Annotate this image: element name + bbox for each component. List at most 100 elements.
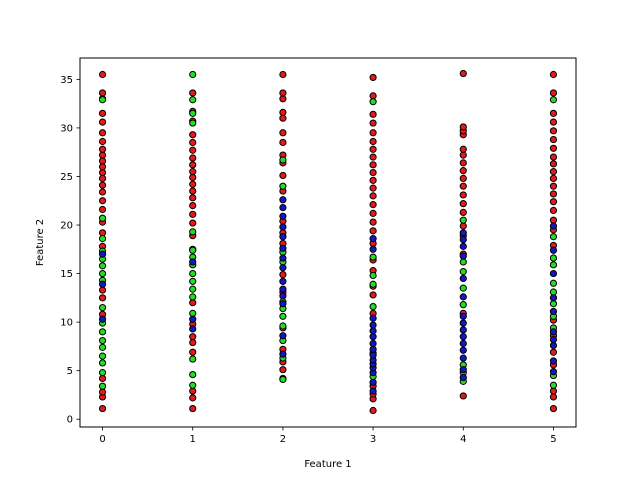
data-point xyxy=(549,118,558,126)
data-point xyxy=(459,159,467,167)
data-point xyxy=(459,182,467,190)
data-point xyxy=(369,92,377,100)
data-point xyxy=(369,321,377,329)
points-layer xyxy=(98,69,558,415)
data-point xyxy=(189,161,197,169)
data-point xyxy=(189,387,197,395)
data-point xyxy=(189,194,197,202)
data-point xyxy=(459,151,467,159)
data-point xyxy=(549,135,558,144)
y-axis: 0 5 10 15 20 25 30 35 xyxy=(60,75,80,426)
data-point xyxy=(98,303,107,312)
data-point xyxy=(459,174,467,183)
data-point xyxy=(549,300,558,308)
data-point xyxy=(549,269,558,278)
data-point xyxy=(189,258,197,266)
data-point xyxy=(98,328,107,336)
x-tick-label: 1 xyxy=(190,434,196,445)
data-point xyxy=(279,332,287,340)
data-point xyxy=(279,70,287,79)
y-tick-label: 25 xyxy=(60,172,73,183)
data-point xyxy=(98,96,107,104)
data-point xyxy=(369,271,377,280)
data-point xyxy=(549,160,558,168)
y-tick-label: 30 xyxy=(60,123,73,134)
data-point xyxy=(369,387,377,395)
data-point xyxy=(459,258,467,266)
data-point xyxy=(459,268,467,276)
data-point xyxy=(279,95,287,103)
data-point xyxy=(549,153,558,161)
data-point xyxy=(98,70,107,79)
data-point xyxy=(549,294,558,302)
data-point xyxy=(98,286,107,294)
data-point xyxy=(189,325,197,333)
data-point xyxy=(98,214,107,222)
data-point xyxy=(279,223,287,231)
data-point xyxy=(279,203,287,212)
data-point xyxy=(549,216,558,224)
data-point xyxy=(189,228,197,236)
data-point xyxy=(369,137,377,146)
data-point xyxy=(369,314,377,322)
data-point xyxy=(98,382,107,390)
data-point xyxy=(459,366,467,374)
data-point xyxy=(459,319,467,327)
data-point xyxy=(549,168,558,176)
x-tick-label: 0 xyxy=(99,434,105,445)
data-point xyxy=(98,359,107,367)
data-point xyxy=(98,145,107,153)
data-point xyxy=(279,196,287,204)
plot-frame xyxy=(79,57,577,428)
data-point xyxy=(189,381,197,389)
data-point xyxy=(189,131,197,139)
data-point xyxy=(98,137,107,146)
data-point xyxy=(369,119,377,127)
data-point xyxy=(549,174,558,183)
data-point xyxy=(189,309,197,317)
data-point xyxy=(459,373,467,382)
data-point xyxy=(279,182,287,190)
data-point xyxy=(459,208,467,216)
data-point xyxy=(279,244,287,252)
data-point xyxy=(459,252,467,260)
data-point xyxy=(459,123,467,131)
data-point xyxy=(369,345,377,353)
data-point xyxy=(189,146,197,154)
data-point xyxy=(98,352,107,360)
data-point xyxy=(369,192,377,200)
data-point xyxy=(98,129,107,137)
y-tick-label: 0 xyxy=(67,415,73,426)
data-point xyxy=(98,336,107,345)
data-point xyxy=(459,346,467,354)
data-point xyxy=(189,187,197,195)
data-point xyxy=(98,197,107,205)
data-point xyxy=(369,145,377,153)
data-point xyxy=(549,70,558,79)
data-point xyxy=(549,89,558,97)
data-point xyxy=(279,300,287,308)
y-tick-label: 10 xyxy=(60,318,73,329)
data-point xyxy=(369,327,377,335)
data-point xyxy=(369,218,377,226)
data-point xyxy=(549,341,558,350)
data-point xyxy=(98,188,107,196)
y-tick-label: 15 xyxy=(60,269,73,280)
data-point xyxy=(98,404,107,413)
x-axis-label: Feature 1 xyxy=(304,459,351,470)
data-point xyxy=(549,182,558,190)
data-point xyxy=(189,246,197,254)
data-point xyxy=(549,206,558,215)
data-point xyxy=(98,109,107,117)
data-point xyxy=(279,270,287,279)
data-point xyxy=(459,235,467,244)
data-point xyxy=(549,336,558,344)
data-point xyxy=(98,89,107,97)
x-tick-label: 2 xyxy=(280,434,286,445)
data-point xyxy=(459,333,467,341)
data-point xyxy=(189,168,197,176)
data-point xyxy=(549,368,558,376)
data-point xyxy=(279,375,287,384)
data-point xyxy=(369,73,377,82)
data-point xyxy=(459,274,467,283)
